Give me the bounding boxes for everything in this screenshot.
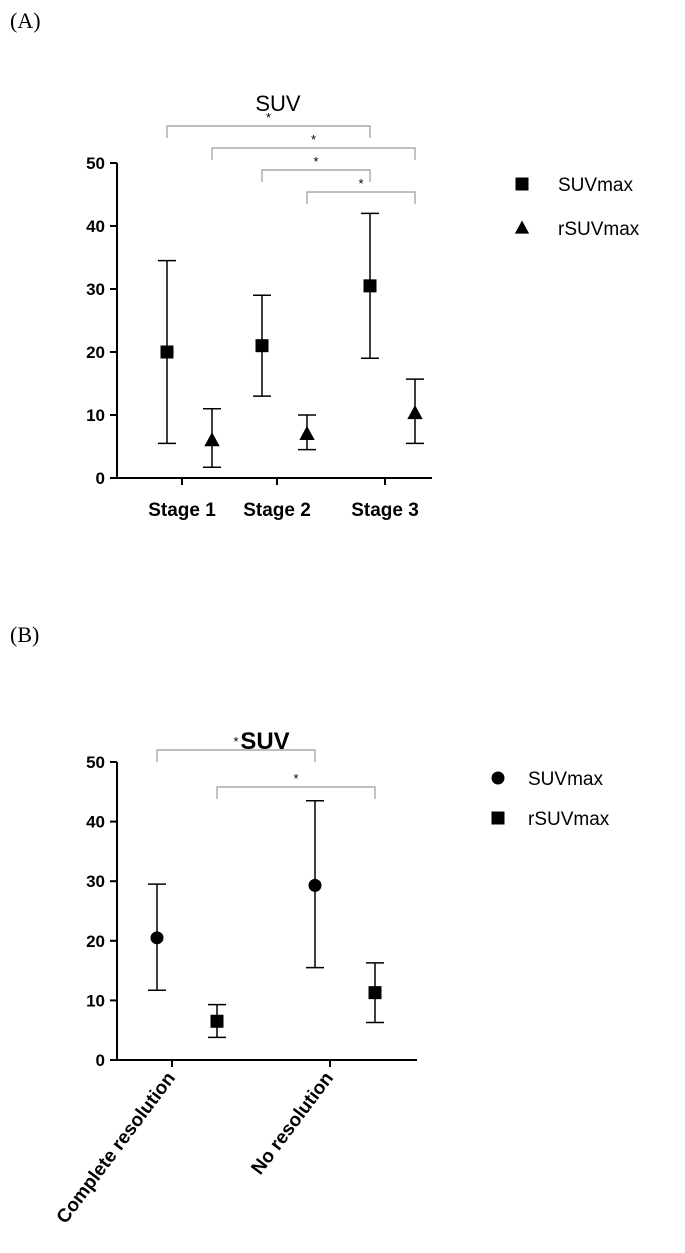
- data-point: [299, 425, 315, 440]
- series-rsuvmax: [208, 962, 384, 1039]
- significance-bracket: [261, 169, 371, 182]
- series-rsuvmax: [203, 378, 424, 469]
- legend-marker: [491, 811, 505, 825]
- significance-star: *: [358, 176, 363, 191]
- data-point: [160, 345, 174, 359]
- data-point: [204, 432, 220, 447]
- series-suvmax: [158, 212, 379, 445]
- y-tick-label: 10: [86, 991, 105, 1010]
- series-suvmax: [148, 799, 324, 992]
- significance-star: *: [313, 154, 318, 169]
- y-tick-label: 30: [86, 872, 105, 891]
- panel-label-a: (A): [10, 8, 41, 33]
- legend-marker: [515, 177, 529, 191]
- legend-label: SUVmax: [558, 175, 633, 196]
- significance-star: *: [311, 132, 316, 147]
- chart-title: SUV: [240, 728, 289, 755]
- significance-bracket: [166, 125, 371, 138]
- data-point: [368, 986, 382, 1000]
- data-point: [255, 339, 269, 353]
- significance-star: *: [233, 734, 238, 749]
- x-tick-label: Stage 1: [148, 500, 216, 521]
- legend-marker: [514, 220, 530, 234]
- y-tick-label: 30: [86, 280, 105, 299]
- y-tick-label: 40: [86, 813, 105, 832]
- panel-label-b: (B): [10, 622, 40, 647]
- significance-bracket: [216, 786, 376, 799]
- x-tick-label: No resolution: [248, 1068, 338, 1178]
- significance-star: *: [266, 110, 271, 125]
- significance-bracket: [211, 147, 416, 160]
- legend-label: rSUVmax: [528, 809, 610, 830]
- data-point: [210, 1014, 224, 1028]
- data-point: [407, 405, 423, 420]
- y-tick-label: 50: [86, 154, 105, 173]
- legend-label: rSUVmax: [558, 219, 640, 240]
- x-tick-label: Stage 3: [351, 500, 419, 521]
- y-tick-label: 50: [86, 753, 105, 772]
- y-tick-label: 0: [96, 1051, 105, 1070]
- x-tick-label: Complete resolution: [53, 1068, 180, 1227]
- chart-title: SUV: [255, 91, 301, 116]
- data-point: [363, 279, 377, 293]
- y-tick-label: 10: [86, 406, 105, 425]
- chart-panel-a: SUV 0 10 20 30 40 50 Stage 1 Stage 2 Stage 3 * * * * S…: [86, 91, 640, 521]
- significance-bracket: [306, 191, 416, 204]
- data-point: [308, 878, 322, 892]
- data-point: [150, 931, 164, 945]
- y-tick-label: 20: [86, 343, 105, 362]
- x-tick-label: Stage 2: [243, 500, 311, 521]
- significance-star: *: [293, 771, 298, 786]
- legend-marker: [491, 771, 505, 785]
- y-tick-label: 40: [86, 217, 105, 236]
- chart-panel-b: SUV 0 10 20 30 40 50 Complete resolution No reso…: [53, 728, 610, 1228]
- significance-bracket: [156, 749, 316, 762]
- y-tick-label: 20: [86, 932, 105, 951]
- y-tick-label: 0: [96, 469, 105, 488]
- legend-label: SUVmax: [528, 769, 603, 790]
